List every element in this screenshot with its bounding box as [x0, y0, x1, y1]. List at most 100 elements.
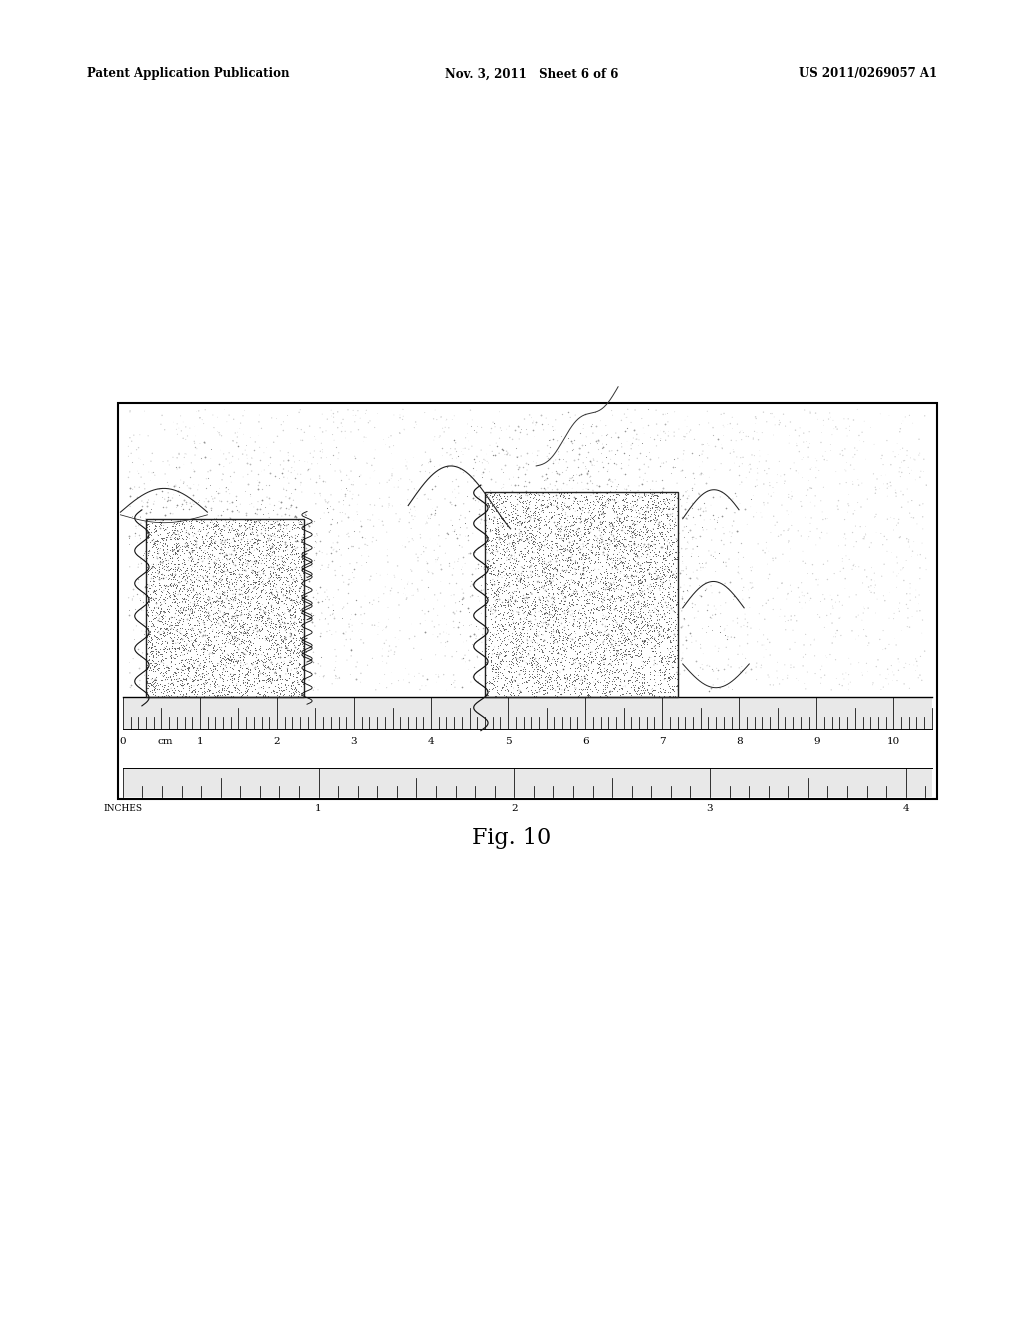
Point [124, 430, 140, 451]
Point [251, 561, 267, 582]
Point [206, 635, 222, 656]
Point [663, 561, 679, 582]
Point [284, 605, 300, 626]
Point [371, 612, 387, 634]
Point [289, 525, 305, 546]
Point [580, 590, 596, 611]
Point [386, 477, 402, 498]
Point [564, 515, 581, 536]
Point [330, 449, 346, 470]
Point [485, 585, 502, 606]
Point [444, 471, 461, 492]
Point [221, 590, 238, 611]
Point [159, 668, 175, 689]
Point [488, 520, 505, 541]
Point [615, 499, 632, 520]
Point [199, 525, 215, 546]
Point [822, 585, 839, 606]
Point [729, 413, 745, 434]
Point [215, 581, 231, 602]
Point [545, 582, 561, 603]
Point [536, 470, 552, 491]
Point [483, 529, 500, 550]
Point [570, 437, 587, 458]
Point [270, 635, 287, 656]
Point [596, 657, 612, 678]
Point [509, 574, 525, 595]
Point [768, 548, 784, 569]
Point [503, 494, 519, 515]
Point [898, 594, 914, 615]
Point [236, 616, 252, 638]
Point [223, 573, 240, 594]
Point [444, 601, 461, 622]
Point [217, 545, 233, 566]
Point [433, 572, 450, 593]
Point [306, 550, 323, 572]
Point [451, 483, 467, 504]
Point [597, 529, 613, 550]
Point [283, 651, 299, 672]
Point [206, 515, 222, 536]
Point [504, 548, 520, 569]
Point [281, 684, 297, 705]
Point [184, 516, 201, 537]
Point [474, 453, 490, 474]
Point [615, 645, 632, 667]
Point [737, 663, 754, 684]
Point [200, 634, 216, 655]
Point [472, 665, 488, 686]
Point [196, 677, 212, 698]
Point [516, 609, 532, 630]
Point [616, 602, 633, 623]
Point [251, 593, 267, 614]
Point [251, 546, 267, 568]
Point [437, 645, 454, 667]
Point [541, 669, 557, 690]
Point [654, 491, 671, 512]
Point [176, 549, 193, 570]
Point [238, 636, 254, 657]
Point [263, 570, 280, 591]
Point [281, 632, 297, 653]
Point [200, 602, 216, 623]
Point [345, 474, 361, 495]
Point [653, 576, 670, 597]
Point [680, 615, 696, 636]
Point [722, 572, 738, 593]
Point [625, 589, 641, 610]
Point [263, 408, 280, 429]
Point [188, 574, 205, 595]
Point [498, 668, 514, 689]
Point [282, 606, 298, 627]
Point [138, 515, 155, 536]
Point [601, 578, 617, 599]
Point [596, 519, 612, 540]
Point [824, 598, 841, 619]
Point [653, 626, 670, 647]
Point [611, 515, 628, 536]
Point [727, 502, 743, 523]
Point [203, 529, 219, 550]
Point [427, 500, 443, 521]
Point [558, 539, 574, 560]
Point [210, 619, 226, 640]
Point [566, 620, 583, 642]
Point [629, 615, 645, 636]
Point [291, 618, 307, 639]
Point [191, 570, 208, 591]
Point [240, 593, 256, 614]
Point [554, 680, 570, 701]
Point [295, 523, 311, 544]
Point [476, 449, 493, 470]
Point [648, 595, 665, 616]
Point [638, 500, 654, 521]
Point [154, 611, 170, 632]
Point [269, 591, 286, 612]
Point [652, 579, 669, 601]
Point [580, 519, 596, 540]
Point [526, 578, 543, 599]
Point [519, 583, 536, 605]
Point [709, 512, 725, 533]
Point [480, 616, 497, 638]
